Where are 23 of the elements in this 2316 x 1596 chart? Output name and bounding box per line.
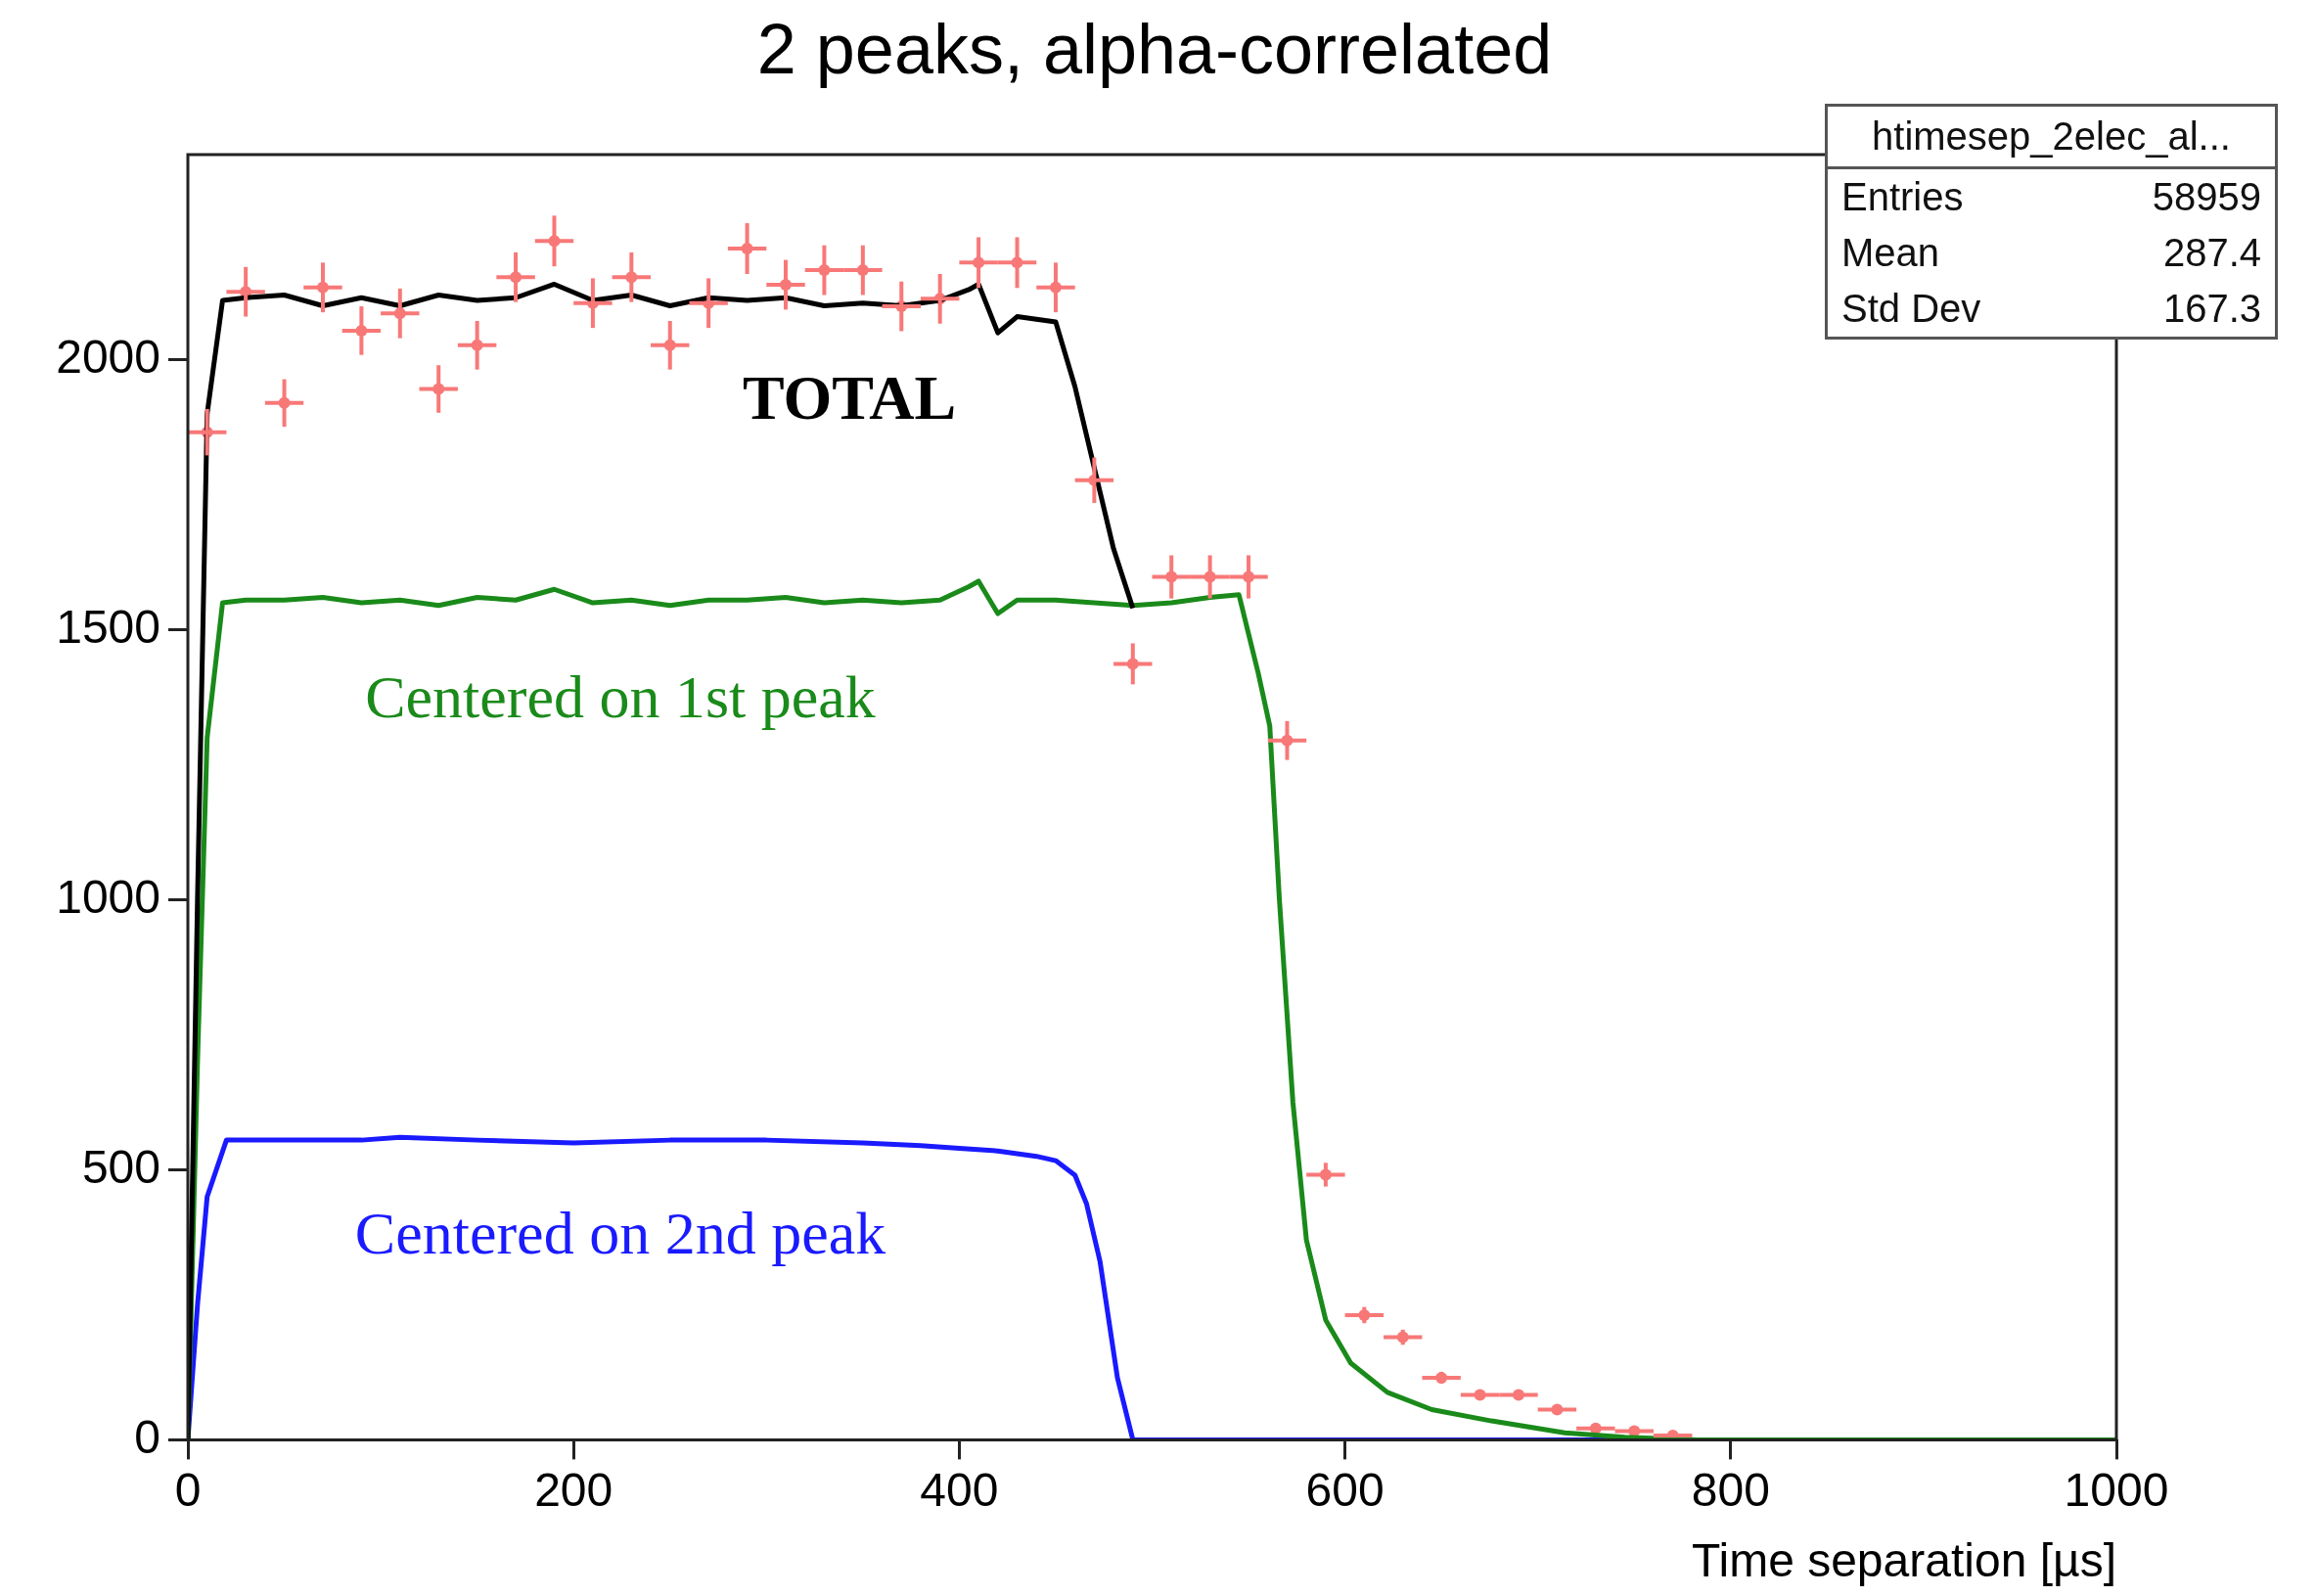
x-tick-label: 200	[534, 1464, 613, 1517]
series-label: Centered on 2nd peak	[354, 1200, 886, 1267]
text: 58959	[2152, 175, 2261, 219]
text: 287.4	[2162, 231, 2261, 275]
y-tick-label: 500	[81, 1140, 160, 1193]
series-label: Centered on 1st peak	[365, 663, 876, 731]
annotation: Std Dev	[1841, 287, 1981, 331]
x-tick-label: 1000	[2064, 1464, 2169, 1517]
x-tick-label: 400	[920, 1464, 999, 1517]
annotation: Mean	[1841, 231, 1940, 275]
text: 167.3	[2162, 287, 2261, 331]
chart-title: 2 peaks, alpha-correlated	[756, 9, 1553, 88]
y-tick-label: 0	[134, 1410, 160, 1463]
annotation: htimesep_2elec_al...	[1828, 107, 2275, 169]
y-tick-label: 1000	[56, 870, 160, 923]
series-label: TOTAL	[742, 362, 957, 433]
x-tick-label: 800	[1691, 1464, 1770, 1517]
y-tick-label: 1500	[56, 600, 160, 653]
y-tick-label: 2000	[56, 330, 160, 383]
annotation: Entries	[1841, 175, 1964, 219]
x-axis-title: Time separation [µs]	[1691, 1534, 2116, 1587]
x-tick-label: 0	[174, 1464, 202, 1517]
x-tick-label: 600	[1305, 1464, 1385, 1517]
